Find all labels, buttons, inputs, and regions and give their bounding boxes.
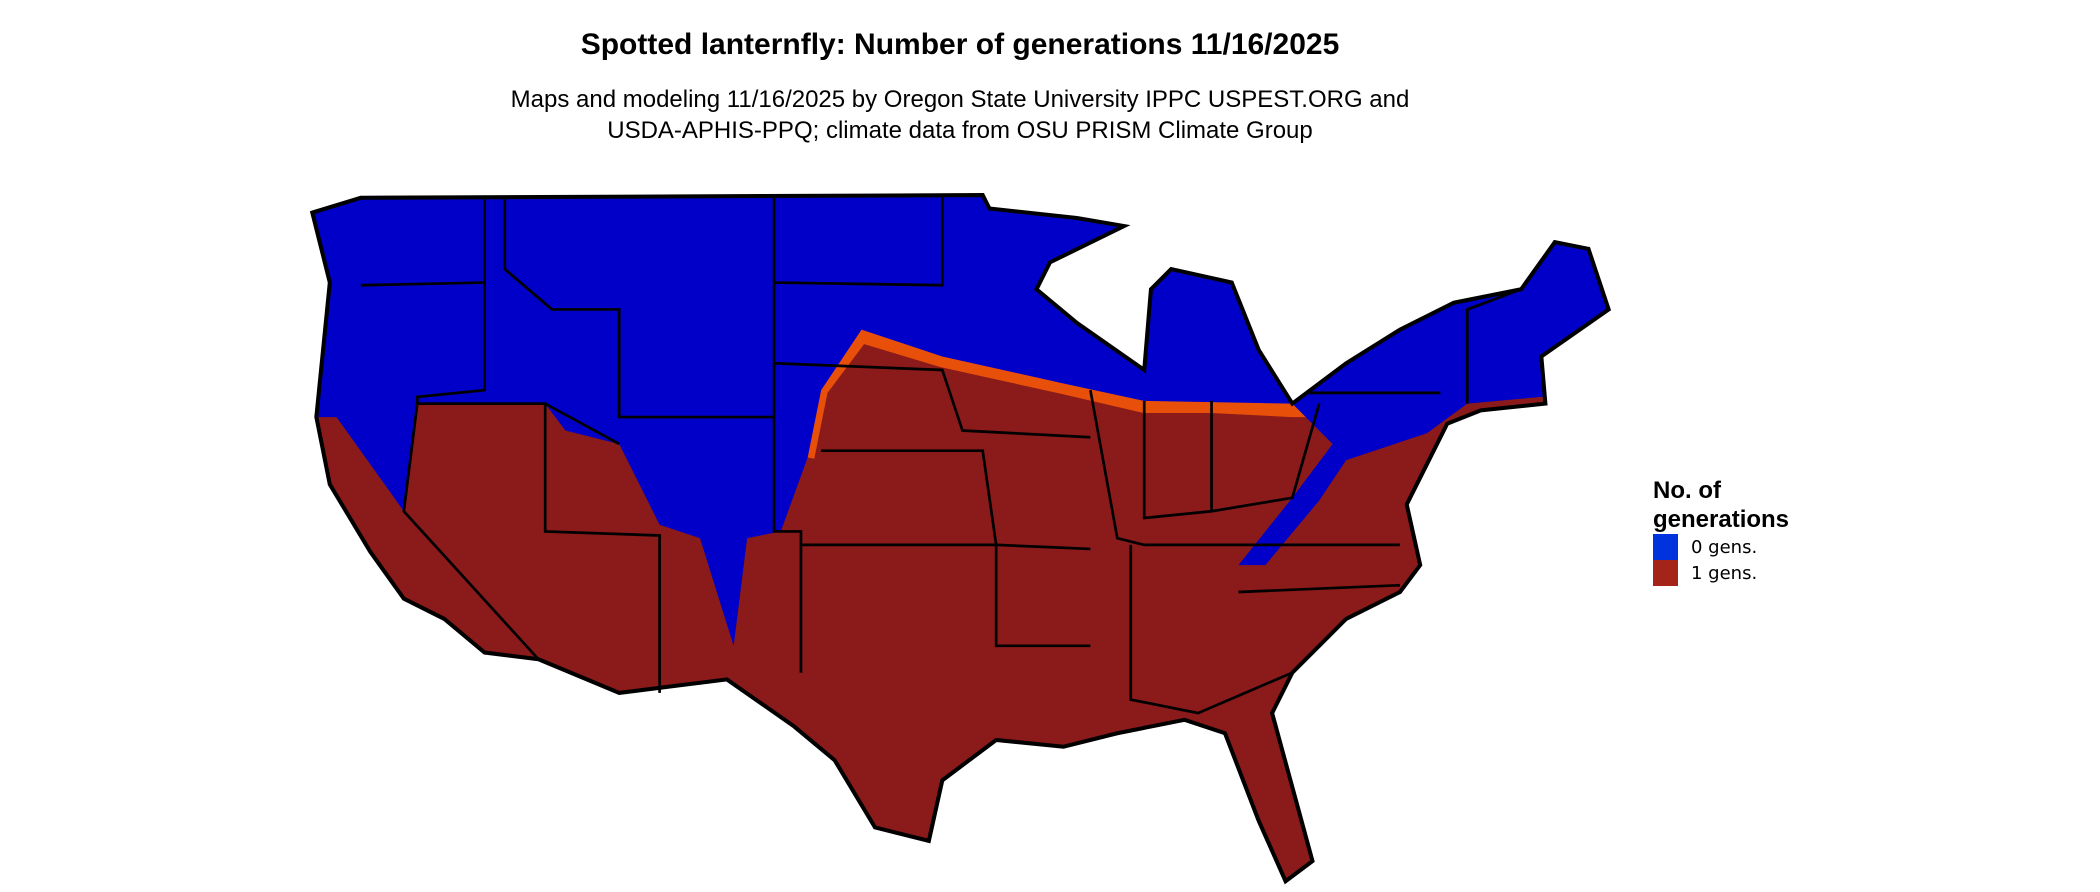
legend-swatch-red xyxy=(1653,560,1678,586)
legend-label: 1 gens. xyxy=(1691,562,1758,584)
state-borders xyxy=(360,196,1522,715)
legend-entry-0-gens: 0 gens. xyxy=(1653,534,1853,560)
legend-label: 0 gens. xyxy=(1691,536,1758,558)
legend-swatch-blue xyxy=(1653,534,1678,560)
legend-title: No. of generations xyxy=(1653,477,1790,533)
map-subtitle-line-2: USDA-APHIS-PPQ; climate data from OSU PR… xyxy=(607,117,1313,144)
map-subtitle-line-1: Maps and modeling 11/16/2025 by Oregon S… xyxy=(510,86,1410,113)
legend-entry-1-gens: 1 gens. xyxy=(1653,560,1853,586)
map-title: Spotted lanternfly: Number of generation… xyxy=(580,28,1340,61)
legend: No. of generations 0 gens. 1 gens. xyxy=(1653,476,1853,586)
